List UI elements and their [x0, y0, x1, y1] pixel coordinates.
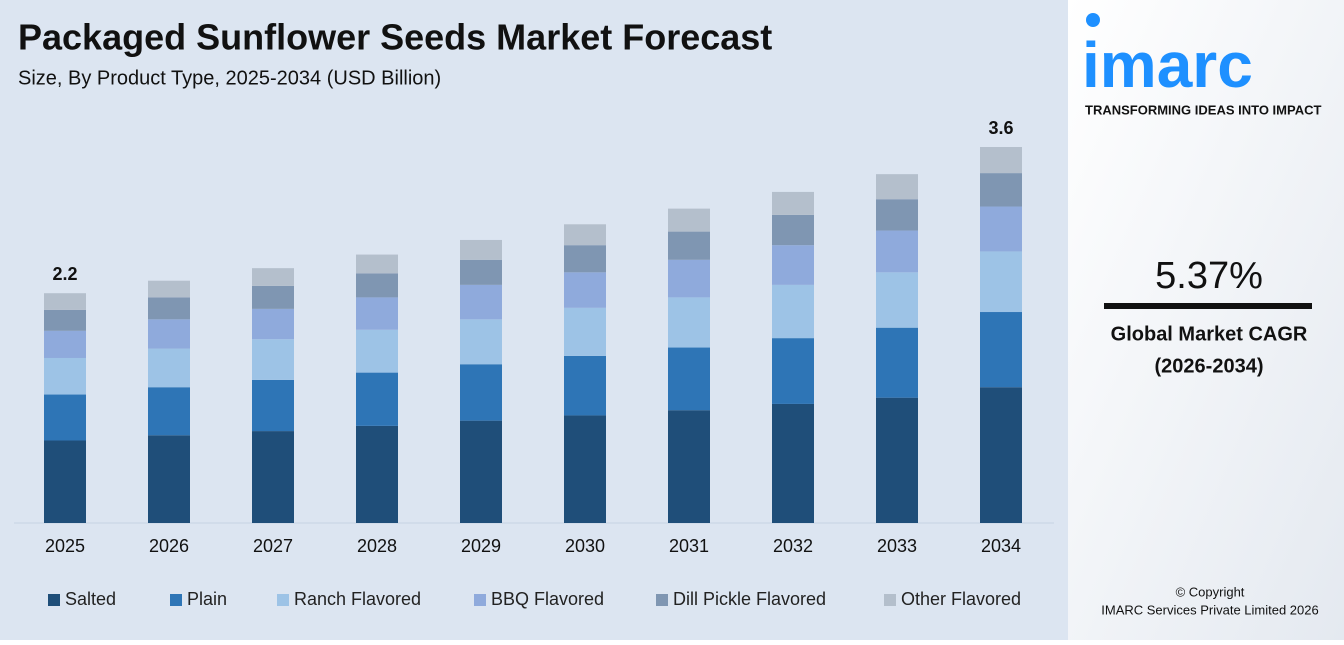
bar-segment [876, 230, 918, 273]
bar-segment [356, 273, 398, 298]
bar-segment [44, 293, 86, 310]
bar-segment [44, 440, 86, 523]
bar-segment [148, 280, 190, 298]
x-tick-label: 2034 [981, 536, 1021, 556]
bar-segment [148, 297, 190, 320]
sidebar-background [1068, 0, 1344, 640]
bar-segment [44, 330, 86, 358]
bar-segment [148, 348, 190, 388]
bar-segment [148, 319, 190, 349]
bar-segment [564, 307, 606, 356]
bar-segment [44, 394, 86, 441]
bar-segment [772, 403, 814, 523]
bar-segment [876, 199, 918, 231]
legend-swatch [474, 594, 486, 606]
bar-segment [564, 355, 606, 416]
bar-segment [980, 147, 1022, 174]
legend-label: Other Flavored [901, 589, 1021, 609]
legend-swatch [170, 594, 182, 606]
legend-swatch [48, 594, 60, 606]
bar-segment [772, 338, 814, 404]
legend-swatch [656, 594, 668, 606]
bar-segment [876, 397, 918, 523]
bar-segment [460, 420, 502, 523]
bar-segment [148, 387, 190, 436]
bar-segment [980, 173, 1022, 207]
cagr-rule [1104, 303, 1312, 309]
bar-segment [980, 251, 1022, 313]
bar-segment [668, 297, 710, 348]
x-tick-label: 2027 [253, 536, 293, 556]
bar-segment [668, 347, 710, 411]
bar-segment [148, 435, 190, 523]
bar-segment [772, 214, 814, 246]
bar-segment [356, 254, 398, 274]
bar-segment [564, 224, 606, 246]
bar-segment [460, 259, 502, 285]
bar-segment [460, 239, 502, 260]
logo: imarc [1082, 29, 1253, 101]
chart-title: Packaged Sunflower Seeds Market Forecast [18, 17, 772, 58]
cagr-period: (2026-2034) [1155, 355, 1264, 377]
bar-segment [460, 319, 502, 365]
bar-segment [356, 372, 398, 426]
cagr-label: Global Market CAGR [1111, 323, 1308, 345]
legend-label: Salted [65, 589, 116, 609]
bar-segment [564, 415, 606, 523]
bar-segment [252, 268, 294, 286]
bar-segment [460, 364, 502, 421]
bar-segment [772, 284, 814, 339]
bar-segment [980, 387, 1022, 523]
bar-segment [980, 206, 1022, 252]
total-label: 3.6 [988, 118, 1013, 138]
legend-label: Dill Pickle Flavored [673, 589, 826, 609]
bar-segment [980, 312, 1022, 388]
bar-segment [772, 245, 814, 285]
bar-segment [252, 379, 294, 432]
x-tick-label: 2028 [357, 536, 397, 556]
bar-segment [668, 259, 710, 298]
bar-segment [876, 327, 918, 398]
chart-subtitle: Size, By Product Type, 2025-2034 (USD Bi… [18, 67, 441, 89]
x-tick-label: 2031 [669, 536, 709, 556]
bar-segment [668, 231, 710, 260]
legend-label: Ranch Flavored [294, 589, 421, 609]
bar-segment [772, 191, 814, 215]
x-tick-label: 2032 [773, 536, 813, 556]
bar-segment [252, 339, 294, 380]
bar-segment [356, 297, 398, 330]
legend-swatch [277, 594, 289, 606]
x-tick-label: 2030 [565, 536, 605, 556]
bar-segment [876, 174, 918, 200]
legend-swatch [884, 594, 896, 606]
x-tick-label: 2026 [149, 536, 189, 556]
x-tick-label: 2033 [877, 536, 917, 556]
bar-segment [252, 431, 294, 523]
bar-segment [460, 284, 502, 320]
bar-segment [252, 308, 294, 340]
bar-segment [356, 329, 398, 373]
logo-dot [1086, 13, 1100, 27]
total-label: 2.2 [52, 264, 77, 284]
company: IMARC Services Private Limited 2026 [1101, 602, 1318, 617]
bar-segment [668, 208, 710, 232]
bar-segment [356, 425, 398, 523]
x-tick-label: 2029 [461, 536, 501, 556]
bar-segment [564, 272, 606, 308]
legend-label: BBQ Flavored [491, 589, 604, 609]
bar-segment [668, 410, 710, 523]
bar-segment [252, 285, 294, 309]
x-tick-label: 2025 [45, 536, 85, 556]
bar-segment [44, 309, 86, 331]
bar-segment [876, 272, 918, 328]
copyright: © Copyright [1176, 584, 1245, 599]
bar-segment [44, 357, 86, 395]
legend-label: Plain [187, 589, 227, 609]
cagr-value: 5.37% [1155, 255, 1263, 297]
tagline: TRANSFORMING IDEAS INTO IMPACT [1085, 102, 1321, 117]
bar-segment [564, 245, 606, 273]
